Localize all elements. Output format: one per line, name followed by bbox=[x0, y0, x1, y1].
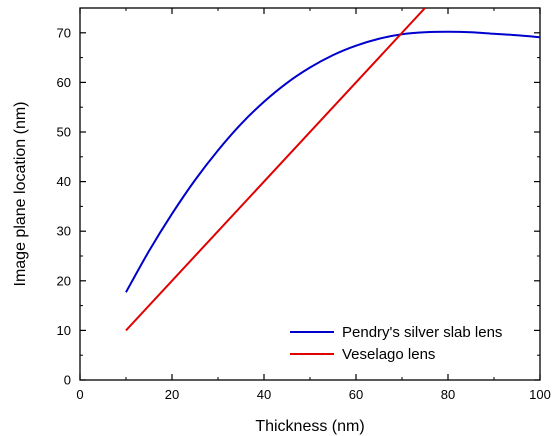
x-tick-label: 40 bbox=[257, 387, 271, 402]
legend: Pendry's silver slab lens Veselago lens bbox=[290, 324, 502, 363]
y-axis-ticks: 0 10 20 30 40 50 60 70 bbox=[57, 7, 540, 388]
y-tick-label: 30 bbox=[57, 224, 71, 239]
y-tick-label: 10 bbox=[57, 323, 71, 338]
y-tick-label: 20 bbox=[57, 273, 71, 288]
y-tick-label: 50 bbox=[57, 125, 71, 140]
x-tick-label: 20 bbox=[165, 387, 179, 402]
x-axis-ticks: 0 20 40 60 80 100 bbox=[76, 8, 551, 402]
y-tick-label: 0 bbox=[64, 373, 71, 388]
y-tick-label: 60 bbox=[57, 75, 71, 90]
x-axis-label: Thickness (nm) bbox=[255, 418, 364, 435]
series-line-1 bbox=[125, 8, 426, 332]
series-line-0 bbox=[125, 30, 540, 293]
legend-label-0: Pendry's silver slab lens bbox=[342, 324, 502, 341]
x-tick-label: 0 bbox=[76, 387, 83, 402]
x-tick-label: 100 bbox=[529, 387, 551, 402]
y-tick-label: 70 bbox=[57, 25, 71, 40]
series-layer bbox=[125, 8, 540, 332]
legend-label-1: Veselago lens bbox=[342, 346, 435, 363]
x-tick-label: 80 bbox=[441, 387, 455, 402]
y-tick-label: 40 bbox=[57, 174, 71, 189]
y-axis-label: Image plane location (nm) bbox=[12, 102, 29, 287]
x-tick-label: 60 bbox=[349, 387, 363, 402]
